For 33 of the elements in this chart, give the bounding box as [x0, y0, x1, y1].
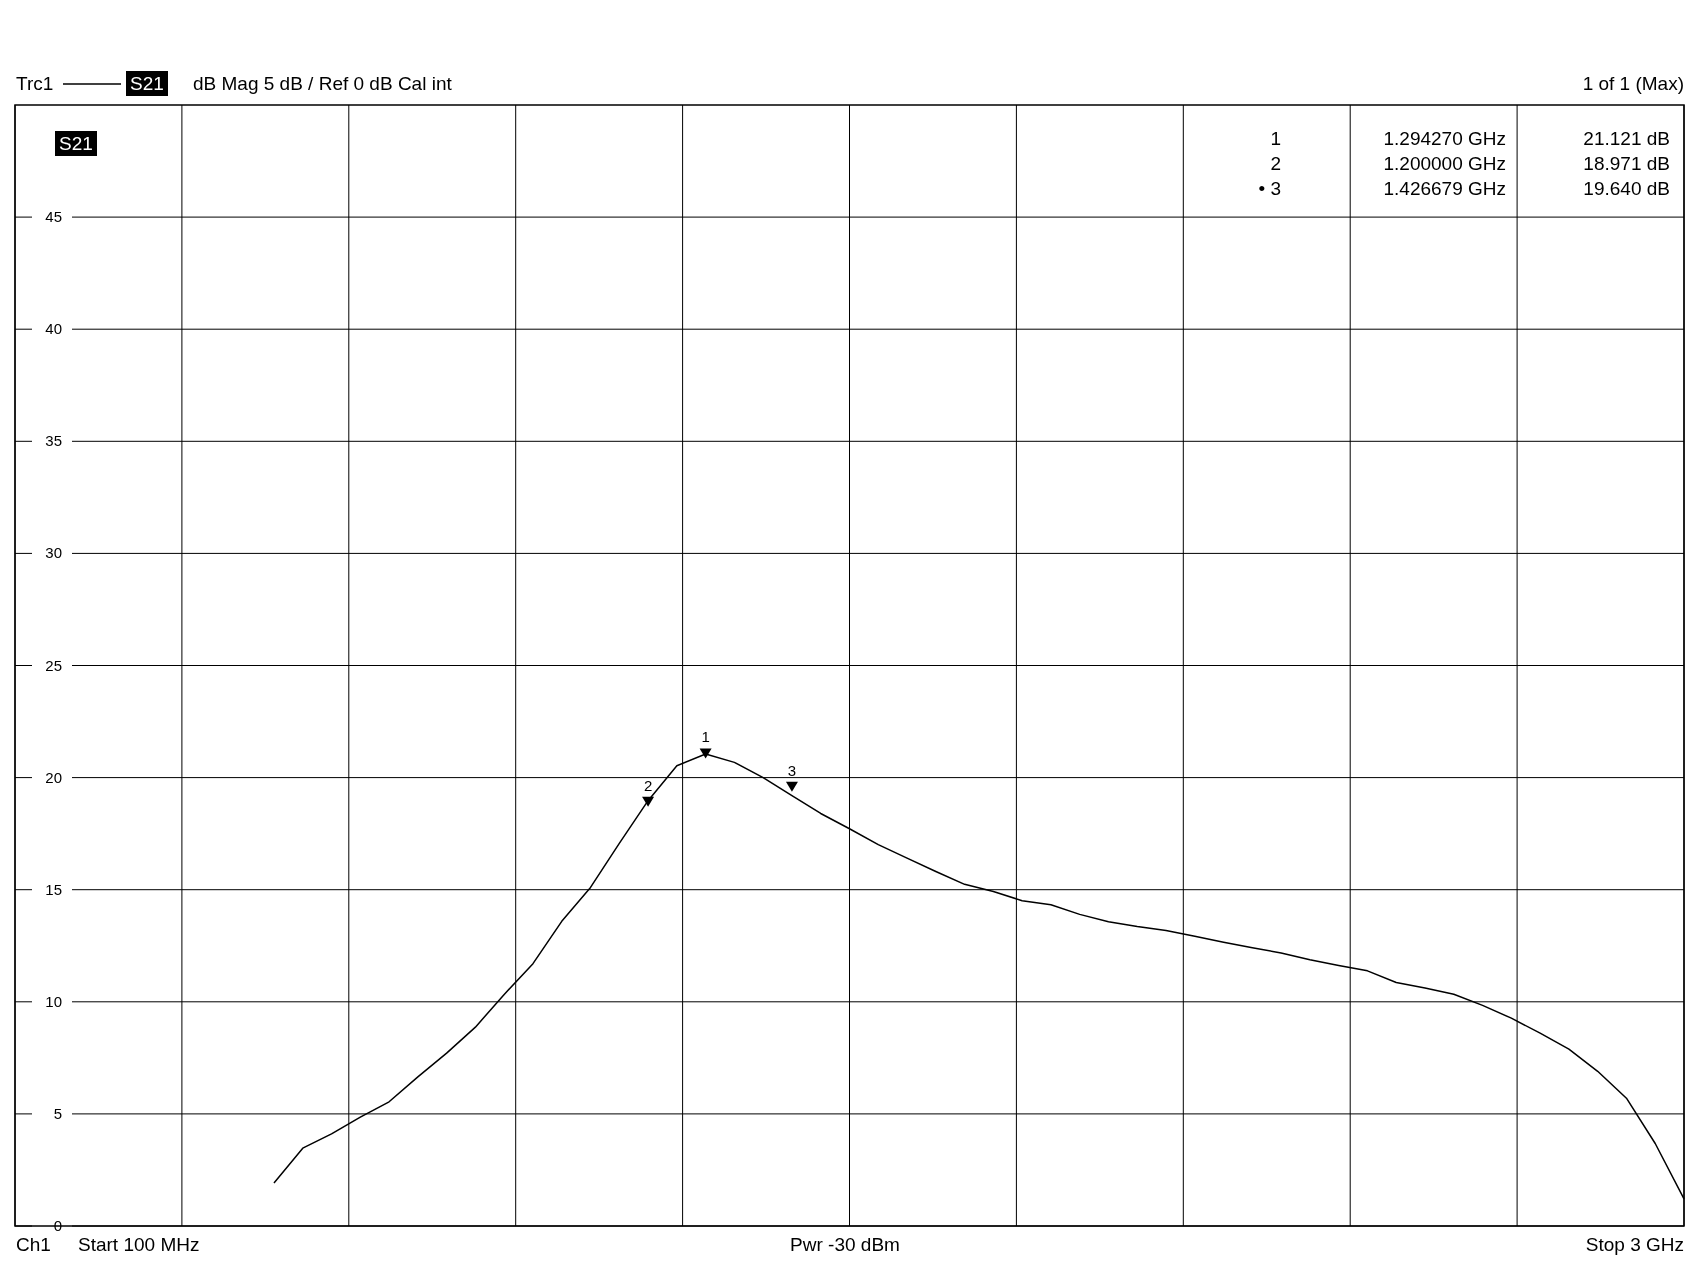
y-tick-label: 30: [45, 544, 62, 562]
y-tick-label: 45: [45, 208, 62, 226]
chart-title: dB Mag 5 dB / Ref 0 dB Cal int: [193, 73, 453, 94]
legend-label: S21: [130, 73, 164, 94]
text: Stop 3 GHz: [1585, 1234, 1684, 1255]
y-tick-label: 15: [45, 880, 62, 898]
series-label: 3: [787, 761, 797, 779]
y-tick-label: 10: [45, 992, 62, 1010]
annotation: 1: [1270, 128, 1281, 149]
annotation: S21: [59, 133, 93, 154]
annotation: 1.294270 GHz: [1383, 128, 1506, 149]
y-tick-label: 25: [45, 656, 62, 674]
series-label: 1: [701, 728, 710, 746]
text: Pwr -30 dBm: [790, 1234, 900, 1255]
series-label: 2: [643, 776, 653, 794]
y-tick-label: 40: [45, 320, 62, 338]
y-tick-label: 35: [45, 432, 62, 450]
point: [785, 781, 798, 792]
point: [642, 796, 655, 807]
point: [699, 748, 712, 759]
text: Trc1: [16, 73, 54, 94]
text: 1 of 1 (Max): [1582, 73, 1684, 94]
annotation: • 3: [1258, 178, 1281, 199]
annotation: 1.426679 GHz: [1383, 178, 1506, 199]
annotation: 18.971 dB: [1583, 153, 1670, 174]
annotation: 19.640 dB: [1583, 178, 1670, 199]
annotation: 21.121 dB: [1583, 128, 1670, 149]
y-tick-label: 20: [45, 768, 62, 786]
annotation: 2: [1270, 153, 1281, 174]
annotation: 1.200000 GHz: [1383, 153, 1506, 174]
text: Ch1: [16, 1234, 51, 1255]
y-tick-label: 5: [53, 1104, 62, 1122]
text: Start 100 MHz: [78, 1234, 200, 1255]
